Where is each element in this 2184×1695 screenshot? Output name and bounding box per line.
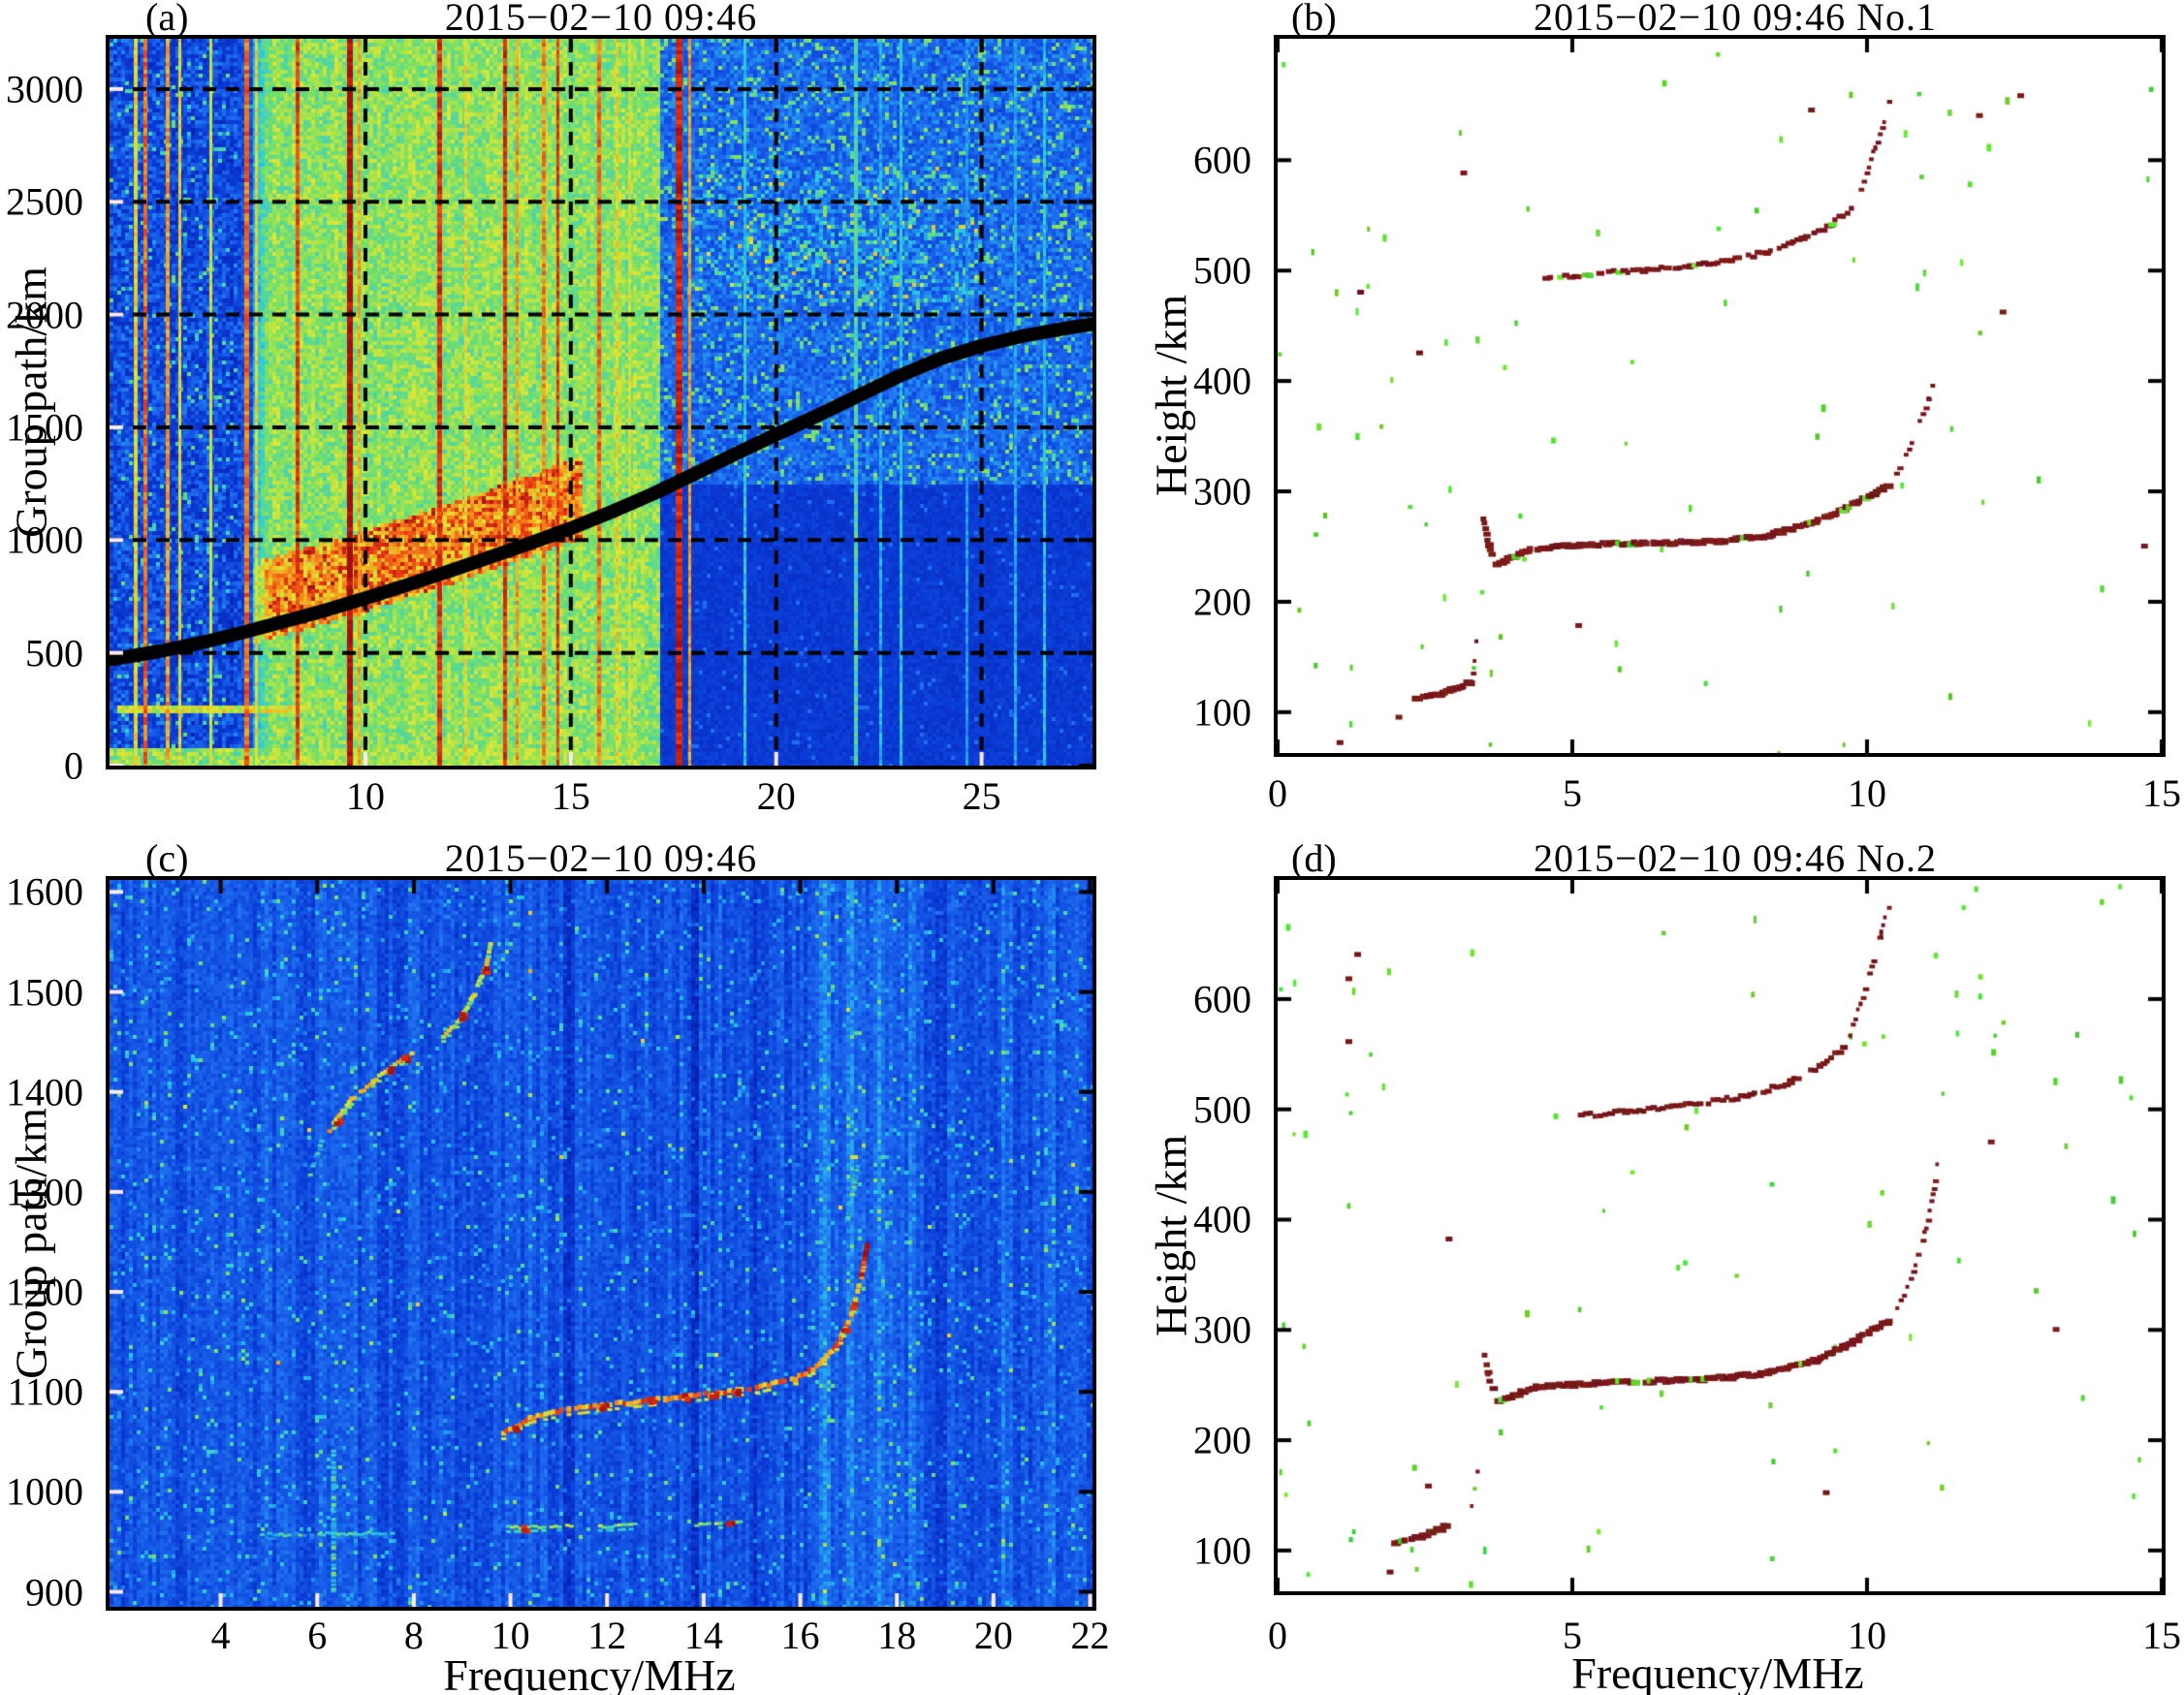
- x-tick-label: 16: [780, 1614, 820, 1657]
- panel-d-scatter-canvas: [1278, 880, 2162, 1591]
- y-tick-label: 2500: [6, 179, 83, 224]
- y-tick-label: 600: [1193, 138, 1251, 182]
- x-tick-label: 10: [1848, 771, 1886, 815]
- panel-d-plot-area: [1274, 876, 2166, 1595]
- x-tick-label: 12: [587, 1614, 627, 1657]
- y-tick-label: 200: [1193, 1418, 1251, 1462]
- x-tick-label: 25: [962, 774, 1001, 818]
- y-tick-label: 2000: [6, 293, 83, 337]
- x-tick-label: 0: [1268, 1614, 1287, 1657]
- x-tick-label: 18: [877, 1614, 917, 1657]
- y-tick-label: 500: [1193, 1087, 1251, 1132]
- y-tick-label: 1600: [6, 869, 83, 914]
- x-tick-label: 10: [345, 774, 385, 818]
- panel-a-title: 2015−02−10 09:46: [444, 0, 758, 39]
- y-tick-label: 100: [1193, 690, 1251, 735]
- x-tick-label: 0: [1268, 771, 1287, 815]
- y-tick-label: 300: [1193, 469, 1251, 514]
- y-tick-label: 1500: [6, 405, 83, 450]
- x-tick-label: 5: [1563, 771, 1582, 815]
- panel-a-label: (a): [145, 0, 189, 39]
- x-tick-label: 8: [403, 1614, 424, 1657]
- panel-d-title: 2015−02−10 09:46 No.2: [1533, 836, 1938, 880]
- panel-b-label: (b): [1291, 0, 1337, 39]
- panel-b-title: 2015−02−10 09:46 No.1: [1533, 0, 1938, 39]
- x-tick-label: 20: [973, 1614, 1013, 1657]
- y-tick-label: 400: [1193, 1197, 1251, 1241]
- panel-a-plot-area: [106, 35, 1096, 769]
- y-tick-label: 1000: [6, 518, 83, 562]
- y-tick-label: 900: [25, 1570, 83, 1615]
- x-tick-label: 6: [307, 1614, 328, 1657]
- y-tick-label: 1300: [6, 1170, 83, 1214]
- y-tick-label: 0: [64, 743, 83, 788]
- panel-c-plot-area: [106, 876, 1096, 1611]
- y-tick-label: 1100: [7, 1369, 83, 1414]
- x-tick-label: 22: [1070, 1614, 1110, 1657]
- y-tick-label: 400: [1193, 359, 1251, 403]
- x-tick-label: 20: [756, 774, 796, 818]
- panel-a-heatmap-canvas: [110, 39, 1092, 766]
- panel-c-label: (c): [145, 836, 189, 880]
- x-tick-label: 15: [2142, 771, 2181, 815]
- y-tick-label: 500: [25, 631, 83, 675]
- panel-c-heatmap-canvas: [110, 880, 1092, 1607]
- x-tick-label: 5: [1563, 1614, 1582, 1657]
- y-tick-label: 600: [1193, 977, 1251, 1021]
- panel-c-ylabel: Group path/km: [6, 1108, 56, 1379]
- y-tick-label: 1000: [6, 1469, 83, 1514]
- y-tick-label: 300: [1193, 1307, 1251, 1352]
- x-tick-label: 14: [683, 1614, 723, 1657]
- x-tick-label: 15: [551, 774, 590, 818]
- panel-d-label: (d): [1291, 836, 1337, 880]
- panel-c-xlabel: Frequency/MHz: [443, 1650, 736, 1695]
- x-tick-label: 4: [210, 1614, 231, 1657]
- y-tick-label: 1400: [6, 1070, 83, 1114]
- y-tick-label: 1200: [6, 1270, 83, 1314]
- y-tick-label: 3000: [6, 67, 83, 111]
- x-tick-label: 10: [491, 1614, 530, 1657]
- panel-d-xlabel: Frequency/MHz: [1571, 1648, 1864, 1695]
- panel-b-plot-area: [1274, 35, 2166, 757]
- x-tick-label: 10: [1848, 1614, 1886, 1657]
- x-tick-label: 15: [2142, 1614, 2181, 1657]
- y-tick-label: 100: [1193, 1528, 1251, 1573]
- y-tick-label: 500: [1193, 248, 1251, 293]
- y-tick-label: 1500: [6, 970, 83, 1015]
- panel-c-title: 2015−02−10 09:46: [444, 836, 758, 880]
- panel-b-scatter-canvas: [1278, 39, 2162, 753]
- y-tick-label: 200: [1193, 580, 1251, 624]
